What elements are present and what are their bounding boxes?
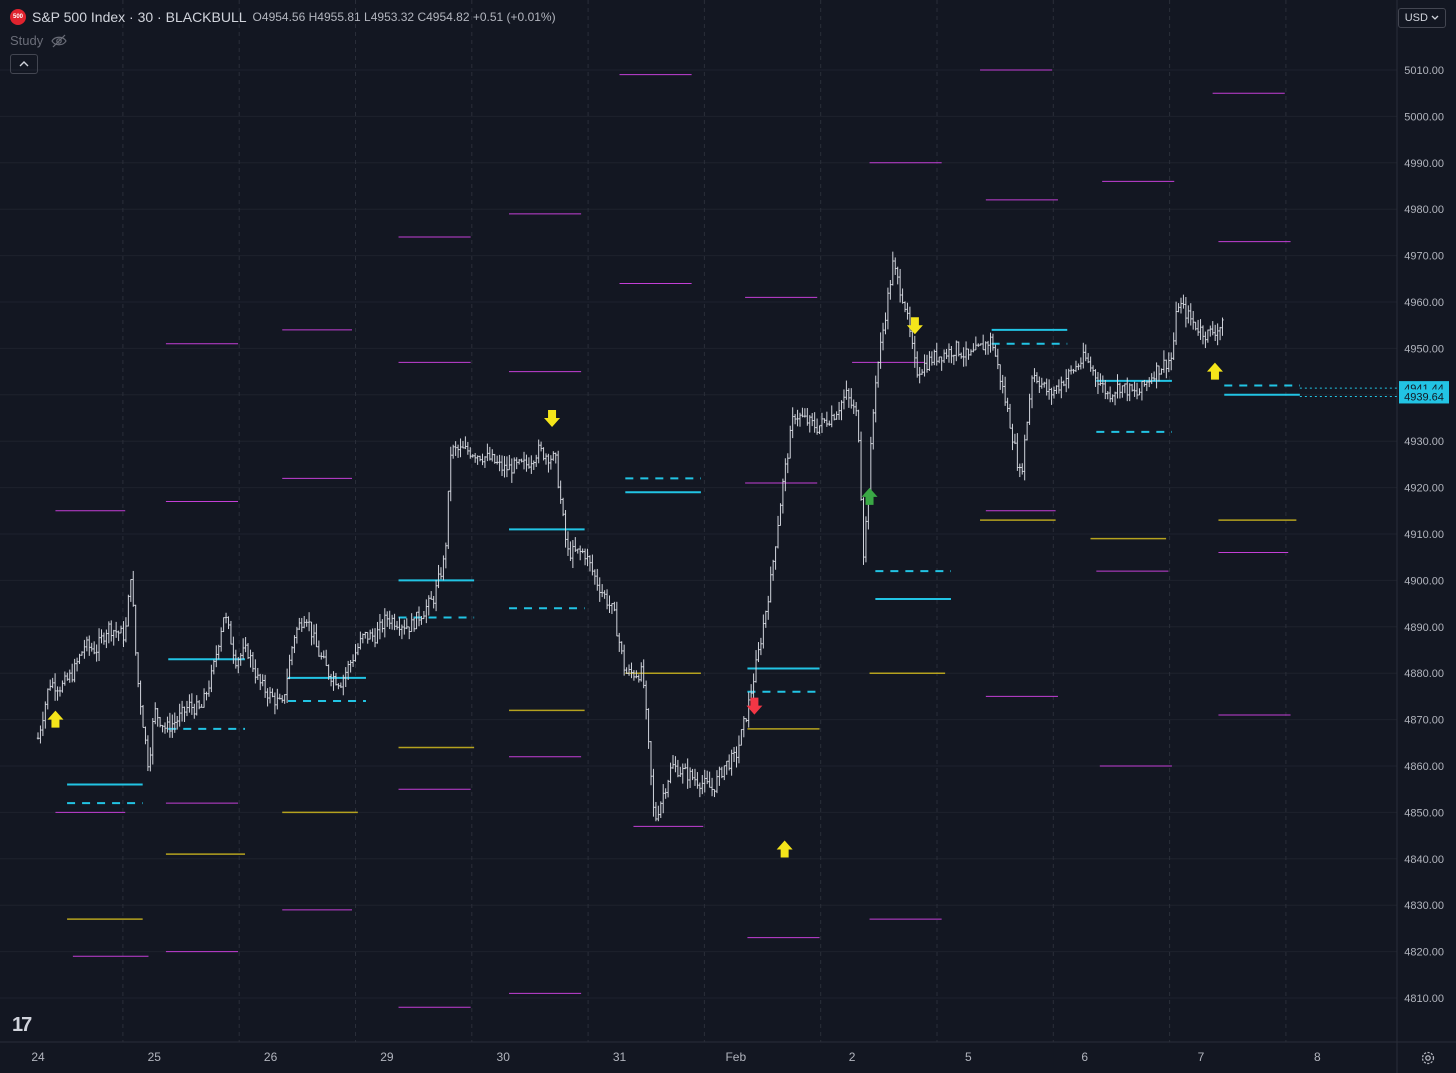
chart-header: 500 S&P 500 Index · 30 · BLACKBULL O4954… bbox=[10, 9, 556, 25]
x-tick-label: 30 bbox=[497, 1050, 511, 1064]
y-tick-label: 5000.00 bbox=[1404, 111, 1444, 123]
close-label: C bbox=[417, 10, 427, 24]
x-tick-label: 29 bbox=[380, 1050, 394, 1064]
symbol-logo: 500 bbox=[10, 9, 26, 25]
ohlc-values: O4954.56 H4955.81 L4953.32 C4954.82 +0.5… bbox=[253, 10, 556, 24]
signal-arrow-down-yellow bbox=[906, 317, 923, 335]
signal-arrow-down-red bbox=[746, 697, 763, 715]
y-tick-label: 4980.00 bbox=[1404, 204, 1444, 216]
signal-arrow-up-yellow bbox=[1206, 362, 1223, 380]
signal-arrow-up-yellow bbox=[47, 710, 64, 728]
symbol-title[interactable]: S&P 500 Index · 30 · BLACKBULL bbox=[32, 9, 247, 25]
y-tick-label: 4830.00 bbox=[1404, 900, 1444, 912]
y-tick-label: 4870.00 bbox=[1404, 715, 1444, 727]
signal-arrow-up-yellow bbox=[776, 840, 793, 858]
y-tick-label: 4880.00 bbox=[1404, 668, 1444, 680]
x-tick-label: 2 bbox=[849, 1050, 856, 1064]
y-tick-label: 4890.00 bbox=[1404, 622, 1444, 634]
collapse-legend-button[interactable] bbox=[10, 54, 38, 74]
eye-off-icon[interactable] bbox=[51, 34, 67, 48]
y-tick-label: 4960.00 bbox=[1404, 297, 1444, 309]
chevron-up-icon bbox=[19, 61, 29, 67]
low-label: L bbox=[364, 10, 371, 24]
signal-arrow-up-green bbox=[861, 487, 878, 505]
x-tick-label: Feb bbox=[725, 1050, 746, 1064]
y-tick-label: 4820.00 bbox=[1404, 947, 1444, 959]
signal-arrow-down-yellow bbox=[544, 410, 561, 427]
study-label: Study bbox=[10, 33, 44, 48]
y-tick-label: 4950.00 bbox=[1404, 343, 1444, 355]
y-tick-label: 4850.00 bbox=[1404, 807, 1444, 819]
low-value: 4953.32 bbox=[370, 10, 415, 24]
y-tick-label: 4810.00 bbox=[1404, 993, 1444, 1005]
tradingview-logo: 17 bbox=[12, 1014, 32, 1036]
high-label: H bbox=[308, 10, 318, 24]
close-value: 4954.82 bbox=[426, 10, 470, 24]
open-value: 4954.56 bbox=[261, 10, 306, 24]
x-tick-label: 8 bbox=[1314, 1050, 1321, 1064]
high-value: 4955.81 bbox=[317, 10, 361, 24]
y-tick-label: 4860.00 bbox=[1404, 761, 1444, 773]
x-tick-label: 5 bbox=[965, 1050, 972, 1064]
x-tick-label: 7 bbox=[1198, 1050, 1205, 1064]
chevron-down-icon bbox=[1431, 15, 1439, 20]
y-tick-label: 4970.00 bbox=[1404, 251, 1444, 263]
currency-label: USD bbox=[1404, 12, 1428, 24]
x-tick-label: 6 bbox=[1081, 1050, 1088, 1064]
price-label-box bbox=[1399, 389, 1449, 404]
gear-icon bbox=[1421, 1051, 1435, 1065]
price-label-text: 4939.64 bbox=[1404, 391, 1444, 403]
x-tick-label: 25 bbox=[148, 1050, 162, 1064]
y-tick-label: 4990.00 bbox=[1404, 158, 1444, 170]
y-tick-label: 5010.00 bbox=[1404, 65, 1444, 77]
study-legend[interactable]: Study bbox=[10, 33, 67, 48]
y-tick-label: 4930.00 bbox=[1404, 436, 1444, 448]
y-tick-label: 4910.00 bbox=[1404, 529, 1444, 541]
x-tick-label: 26 bbox=[264, 1050, 278, 1064]
currency-selector[interactable]: USD bbox=[1398, 8, 1446, 28]
x-tick-label: 31 bbox=[613, 1050, 627, 1064]
change-value: +0.51 (+0.01%) bbox=[472, 10, 556, 24]
settings-button[interactable] bbox=[1418, 1048, 1438, 1068]
y-tick-label: 4900.00 bbox=[1404, 575, 1444, 587]
open-label: O bbox=[252, 10, 262, 24]
y-tick-label: 4920.00 bbox=[1404, 483, 1444, 495]
y-tick-label: 4840.00 bbox=[1404, 854, 1444, 866]
x-tick-label: 24 bbox=[31, 1050, 45, 1064]
